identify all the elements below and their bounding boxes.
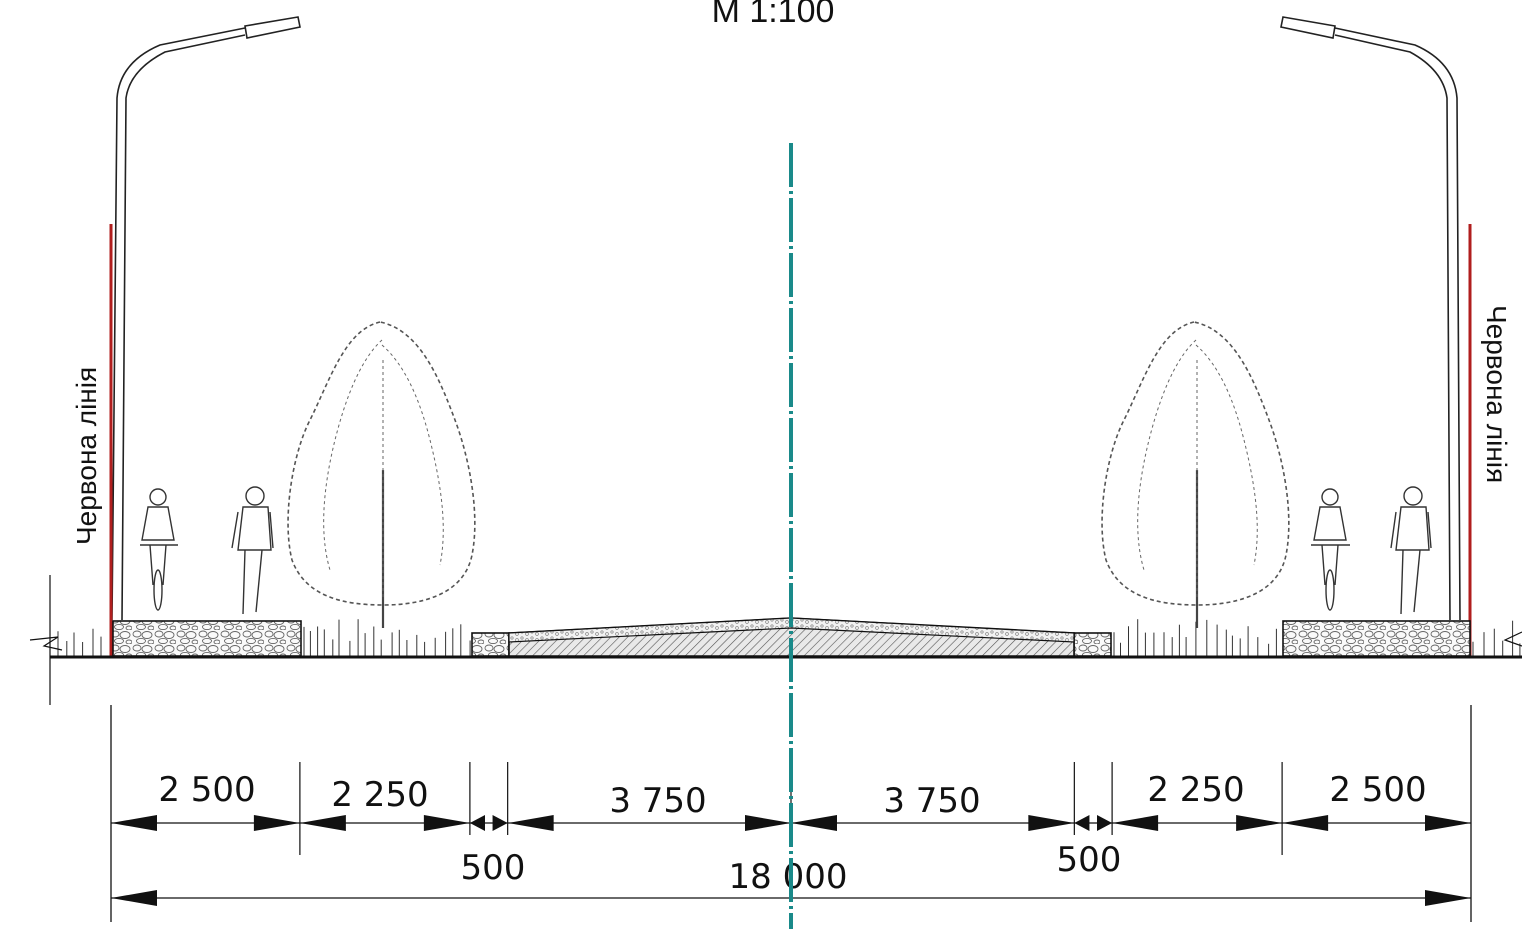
- street-light-left: [111, 16, 301, 621]
- tree-right-icon: [1101, 321, 1290, 628]
- dimension-arrow: [507, 815, 554, 831]
- dimension-arrow: [1112, 815, 1159, 831]
- dimension-arrow: [111, 890, 157, 906]
- curb-left: [471, 632, 510, 657]
- sidewalk-left: [112, 620, 302, 657]
- scale-title: М 1:100: [712, 0, 835, 30]
- dim-label-3: 500: [461, 848, 526, 888]
- roadway: [508, 617, 1075, 657]
- dimension-arrow: [111, 815, 157, 831]
- red-line-label-left: Червона лінія: [71, 367, 102, 545]
- dim-label-1: 2 500: [158, 770, 255, 810]
- cyclist-left-icon: [140, 488, 178, 611]
- pedestrian-right-icon: [1390, 486, 1432, 615]
- dim-label-total: 18 000: [729, 857, 848, 897]
- dimension-arrow: [1028, 815, 1075, 831]
- dimension-arrow: [1236, 815, 1283, 831]
- dimension-arrow: [423, 815, 470, 831]
- dimension-lines: [110, 705, 1472, 922]
- dim-label-6: 500: [1057, 840, 1122, 880]
- dimension-arrow: [492, 815, 508, 831]
- grass-strips: [57, 619, 1521, 656]
- dimension-arrow: [745, 815, 791, 831]
- dimension-arrow: [1425, 815, 1471, 831]
- dimension-arrow: [1074, 815, 1090, 831]
- curb-right: [1073, 632, 1112, 657]
- dimension-arrow: [253, 815, 300, 831]
- dimension-arrow: [1097, 815, 1113, 831]
- tree-left-icon: [287, 321, 476, 628]
- dim-label-8: 2 500: [1329, 770, 1426, 810]
- dimension-arrow: [299, 815, 346, 831]
- dimension-arrow: [469, 815, 485, 831]
- street-light-right: [1280, 16, 1461, 621]
- red-line-label-right: Червона лінія: [1481, 305, 1512, 483]
- dim-label-7: 2 250: [1147, 770, 1244, 810]
- dimension-arrow: [1282, 815, 1329, 831]
- pedestrian-left-icon: [231, 486, 274, 615]
- break-mark-left: [29, 636, 63, 651]
- dimension-arrow: [791, 815, 837, 831]
- dim-label-2: 2 250: [331, 775, 428, 815]
- break-mark-right: [1503, 631, 1522, 647]
- sidewalk-right: [1282, 620, 1471, 657]
- dim-label-4: 3 750: [609, 781, 706, 821]
- dim-label-5: 3 750: [883, 781, 980, 821]
- dimension-arrow: [1425, 890, 1471, 906]
- cyclist-right-icon: [1311, 488, 1350, 611]
